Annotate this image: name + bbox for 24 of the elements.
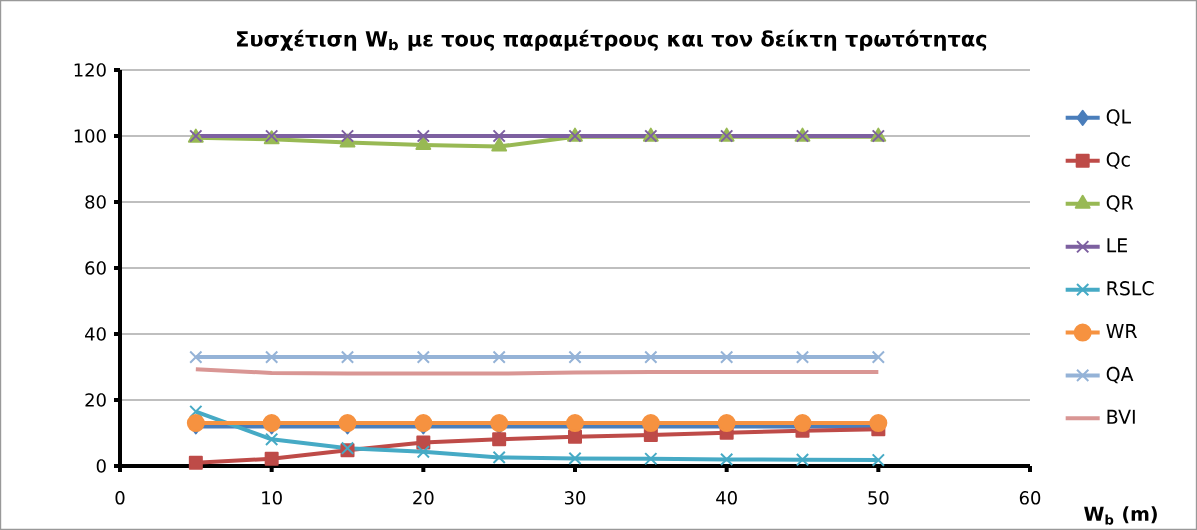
legend-label: Qc [1106,152,1130,169]
legend-label: QL [1106,109,1132,126]
y-tick-label: 0 [96,459,106,473]
y-tick-label: 80 [85,195,106,209]
legend-label: WR [1106,324,1138,338]
x-tick-label: 10 [262,491,282,505]
legend-label: QA [1106,366,1134,384]
y-tick-label: 60 [85,261,106,275]
y-tick-label: 120 [74,63,106,77]
x-axis-title: W$_{b}$ (m) [1084,506,1157,525]
x-tick-label: 30 [564,491,586,505]
y-tick-label: 100 [74,129,106,143]
legend-label: BVI [1107,409,1135,424]
legend-label: QR [1106,195,1134,212]
x-tick-label: 20 [413,491,434,505]
x-tick-label: 50 [868,491,889,505]
legend-label: LE [1107,238,1127,253]
legend-label: RSLC [1107,281,1154,296]
x-tick-label: 0 [115,491,125,505]
chart-title: Συσχέτιση W$_{b}$ με τους παραμέτρους και τον δείκτη τρωτότητας [237,29,987,51]
y-tick-label: 40 [85,327,106,341]
y-tick-label: 20 [85,393,106,407]
x-tick-label: 60 [1019,491,1041,505]
x-tick-label: 40 [716,491,737,505]
